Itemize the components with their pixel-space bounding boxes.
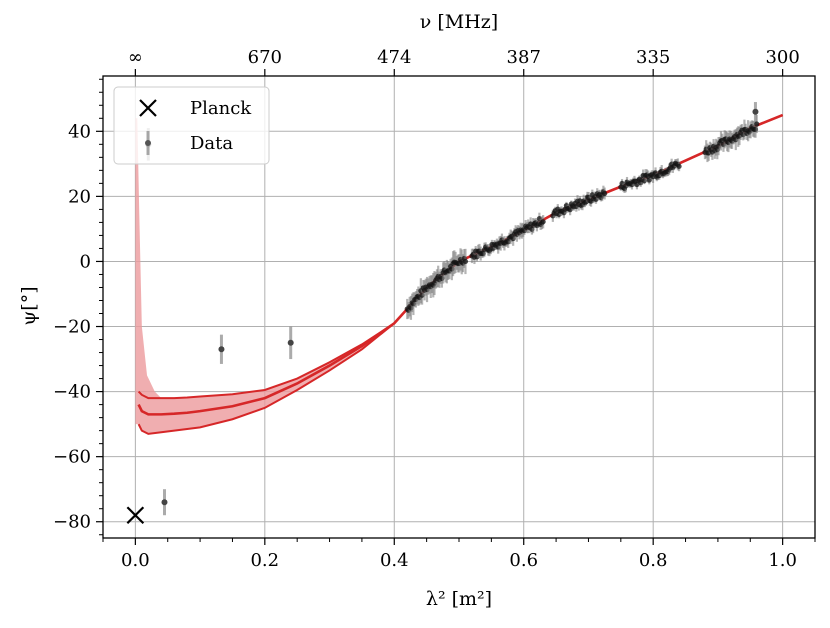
planck-marker xyxy=(126,506,145,525)
y-tick-label: −60 xyxy=(53,447,91,468)
data-point-4 xyxy=(752,108,759,115)
dense-data-point xyxy=(602,190,608,197)
dense-data-segment-1 xyxy=(469,212,546,265)
axis-ticks: 0.0 ∞ 0.2 670 0.4 474 0.6 387 0.8 335 1.0 300 −80 −60… xyxy=(53,47,816,571)
y-tick-label: −80 xyxy=(53,512,91,533)
y-axis-title: ψ[°] xyxy=(18,286,40,325)
dense-data-segment-4 xyxy=(702,114,760,163)
model-uncertainty-band xyxy=(135,115,783,434)
x-tick-label: 0.0 xyxy=(121,550,150,571)
dense-data-point xyxy=(567,207,573,213)
data-point-2 xyxy=(218,346,225,353)
x-tick-label: 0.4 xyxy=(380,550,409,571)
legend-box xyxy=(113,86,270,165)
top-axis-title: ν [MHz] xyxy=(420,11,498,33)
legend-label-data: Data xyxy=(190,133,233,154)
legend-label-planck: Planck xyxy=(190,98,252,119)
dense-data-point xyxy=(754,121,760,127)
legend: Planck Data xyxy=(113,86,270,165)
x-tick-label: 0.2 xyxy=(250,550,279,571)
data-point-3 xyxy=(287,339,294,346)
top-tick-label: 670 xyxy=(248,47,282,68)
top-tick-label: 335 xyxy=(636,47,670,68)
dense-data-point xyxy=(462,258,469,265)
data-points-layer xyxy=(126,102,759,525)
dense-data-layer xyxy=(404,114,760,320)
y-tick-label: 0 xyxy=(80,251,91,272)
model-band-layer xyxy=(135,115,783,434)
top-tick-label: 474 xyxy=(377,47,411,68)
x-tick-label: 0.8 xyxy=(639,550,668,571)
legend-planck-marker xyxy=(139,99,157,117)
dense-data-point xyxy=(676,163,682,169)
dense-data-segment-2 xyxy=(550,185,608,222)
dense-data-point xyxy=(540,219,546,225)
x-tick-label: 1.0 xyxy=(768,550,797,571)
data-point-1 xyxy=(161,499,168,506)
top-tick-label: ∞ xyxy=(128,47,143,68)
dense-data-segment-0 xyxy=(404,248,469,320)
y-tick-label: 40 xyxy=(68,121,91,142)
y-tick-label: 20 xyxy=(68,186,91,207)
legend-data-marker xyxy=(145,140,151,146)
top-tick-label: 300 xyxy=(765,47,799,68)
dense-data-segment-3 xyxy=(618,158,682,193)
y-tick-label: −40 xyxy=(53,382,91,403)
x-tick-label: 0.6 xyxy=(509,550,538,571)
x-axis-title: λ² [m²] xyxy=(426,588,492,610)
y-tick-label: −20 xyxy=(53,317,91,338)
top-tick-label: 387 xyxy=(507,47,541,68)
grid-lines xyxy=(103,76,815,538)
